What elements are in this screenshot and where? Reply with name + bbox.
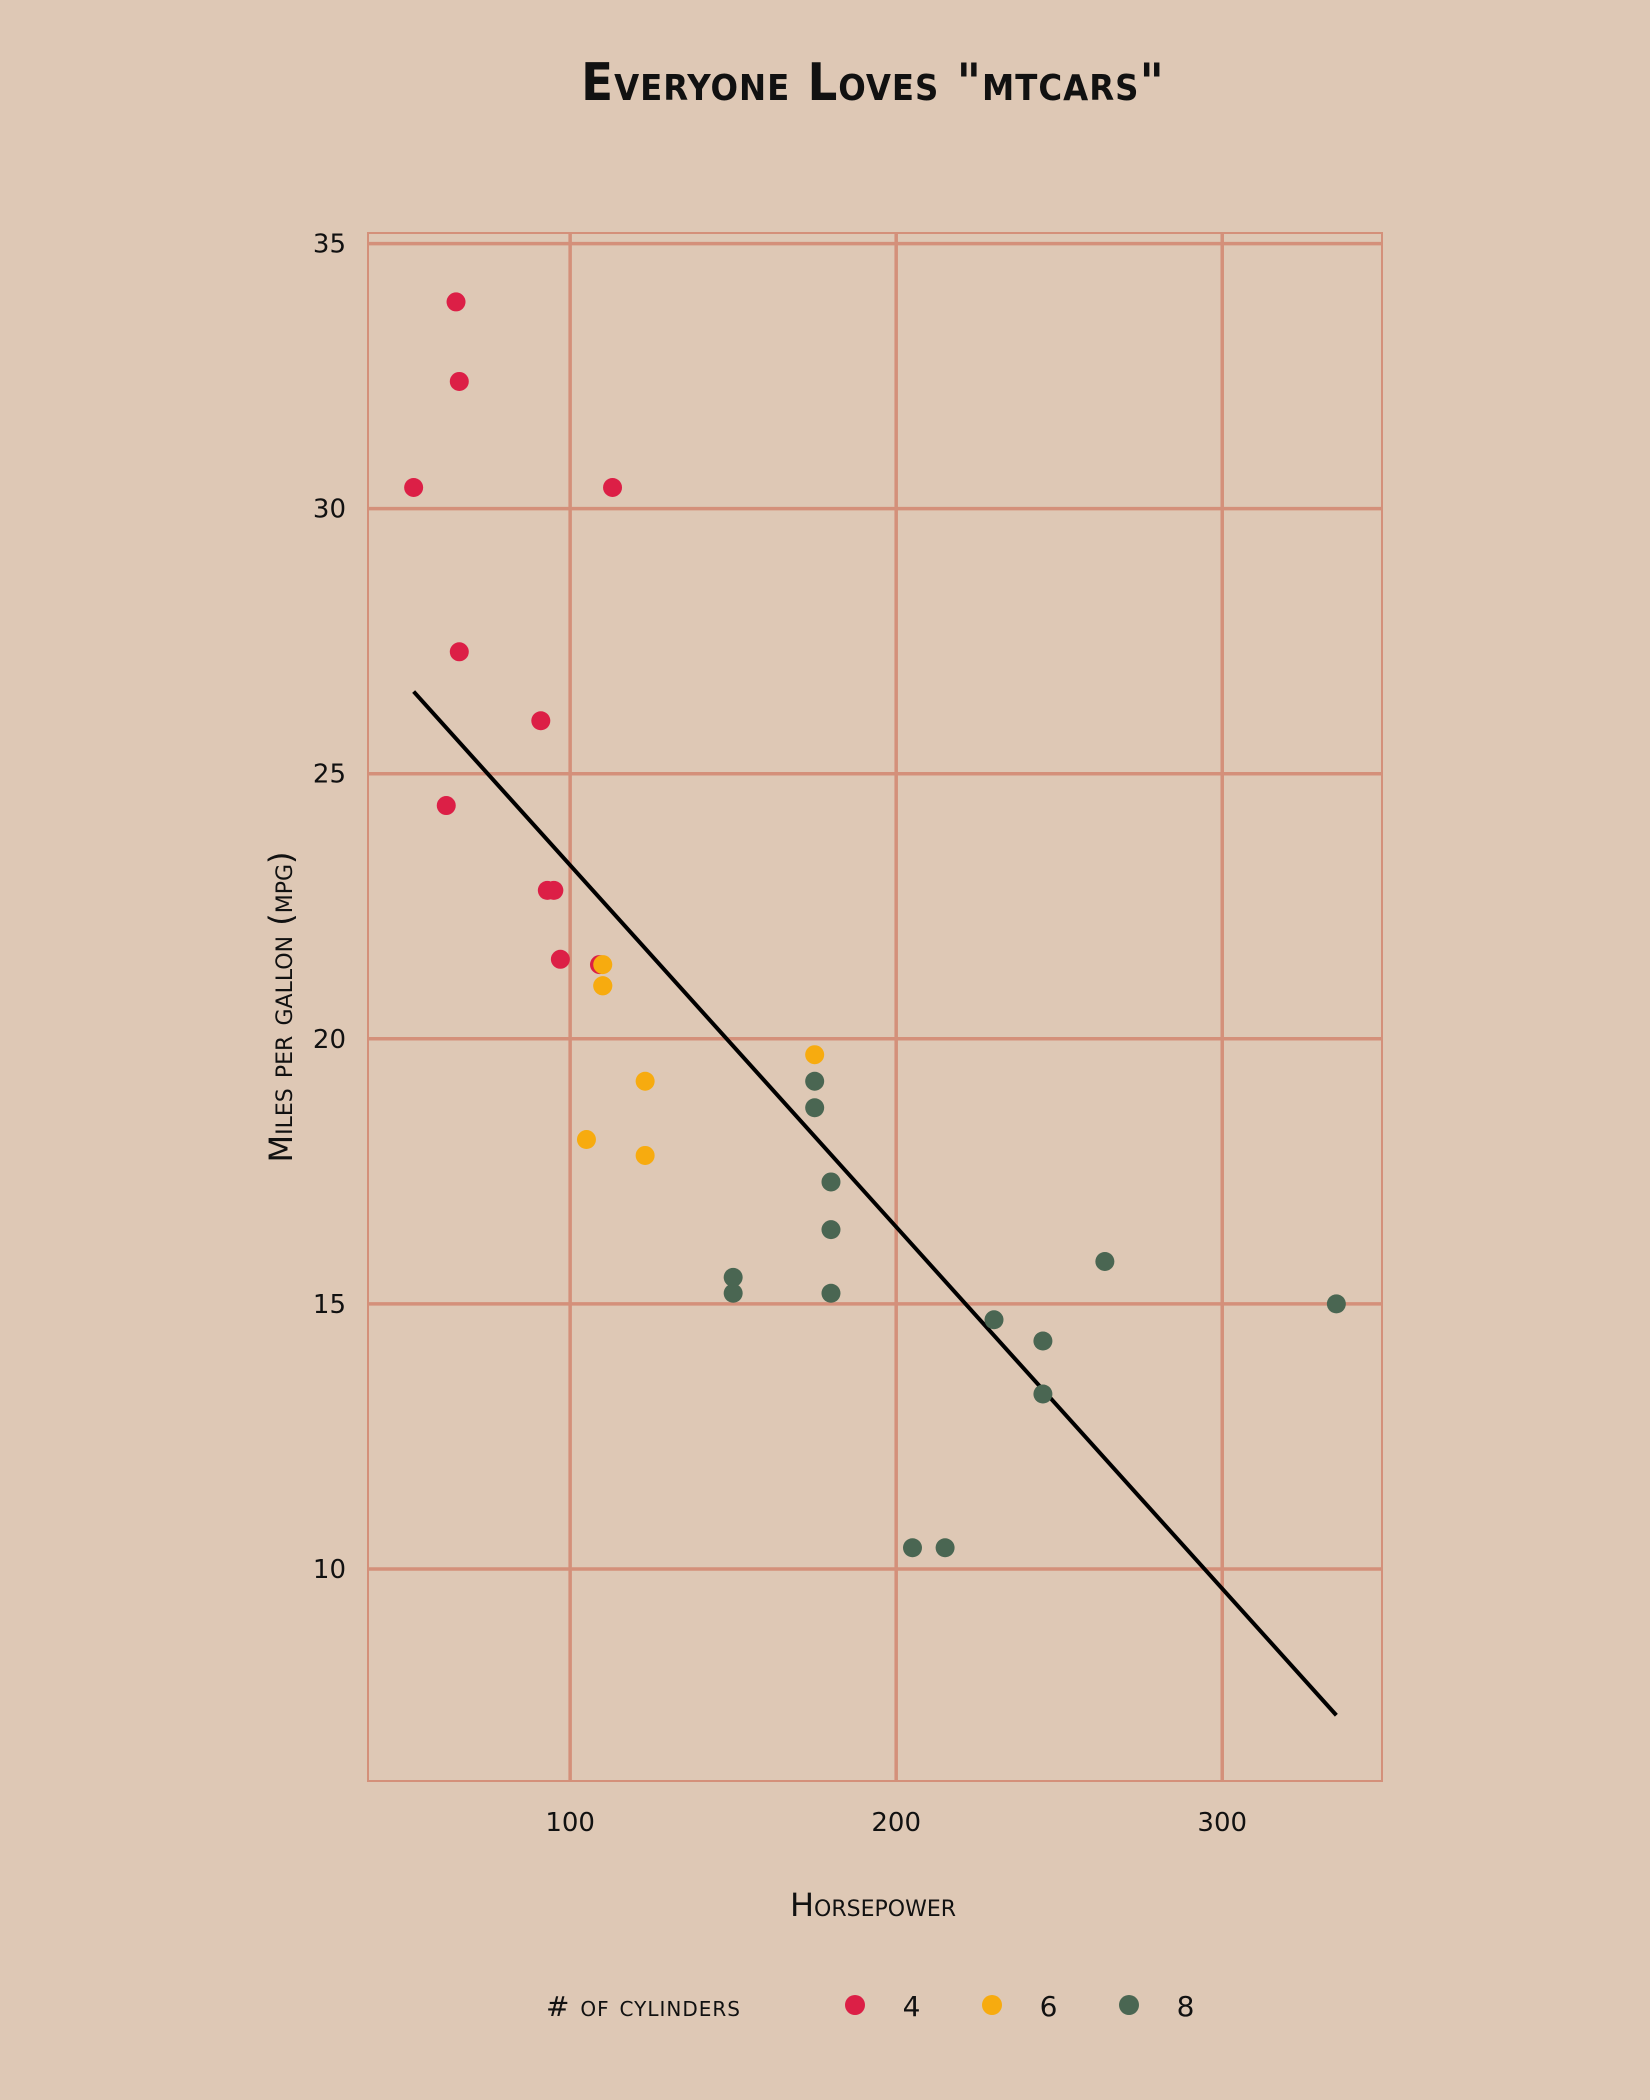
y-tick-label: 20 xyxy=(313,1025,346,1055)
y-tick-label: 30 xyxy=(313,495,346,525)
data-point-cyl-4 xyxy=(544,880,564,900)
data-point-cyl-4 xyxy=(550,949,570,969)
x-tick-label: 100 xyxy=(545,1808,595,1838)
data-point-cyl-6 xyxy=(593,976,613,996)
y-tick-label: 25 xyxy=(313,760,346,790)
data-point-cyl-8 xyxy=(1033,1331,1053,1351)
data-point-cyl-8 xyxy=(723,1267,743,1287)
data-point-cyl-4 xyxy=(449,642,469,662)
data-point-cyl-8 xyxy=(805,1071,825,1091)
data-point-cyl-4 xyxy=(404,477,424,497)
x-axis-label: Horsepower xyxy=(790,1886,956,1924)
data-point-cyl-6 xyxy=(805,1045,825,1065)
tick-labels: 100 200 300 10 15 20 25 30 35 xyxy=(313,230,1247,1838)
y-axis-label: Miles per gallon (mpg) xyxy=(262,851,300,1162)
data-point-cyl-6 xyxy=(635,1145,655,1165)
data-point-cyl-8 xyxy=(805,1098,825,1118)
data-point-cyl-8 xyxy=(1095,1251,1115,1271)
y-tick-label: 35 xyxy=(313,230,346,260)
legend-entries: 4 6 8 xyxy=(845,1990,1196,2023)
data-point-cyl-4 xyxy=(603,477,623,497)
data-point-cyl-6 xyxy=(635,1071,655,1091)
legend-label-4: 4 xyxy=(903,1990,922,2023)
data-point-cyl-8 xyxy=(821,1172,841,1192)
data-point-cyl-8 xyxy=(902,1538,922,1558)
data-point-cyl-6 xyxy=(576,1130,596,1150)
legend-title: # of cylinders xyxy=(546,1990,741,2023)
data-point-cyl-8 xyxy=(723,1283,743,1303)
x-tick-label: 300 xyxy=(1197,1808,1247,1838)
data-point-cyl-8 xyxy=(935,1538,955,1558)
x-tick-label: 200 xyxy=(871,1808,921,1838)
data-point-cyl-8 xyxy=(821,1220,841,1240)
legend-label-8: 8 xyxy=(1177,1990,1196,2023)
legend-swatch-4 xyxy=(845,1995,865,2015)
data-point-cyl-4 xyxy=(449,371,469,391)
legend-swatch-6 xyxy=(982,1995,1002,2015)
chart-title: Everyone Loves "mtcars" xyxy=(581,53,1165,113)
data-point-cyl-8 xyxy=(984,1310,1004,1330)
trend-line xyxy=(412,690,1338,1717)
points-layer xyxy=(404,292,1346,1558)
data-point-cyl-8 xyxy=(1326,1294,1346,1314)
data-point-cyl-8 xyxy=(1033,1384,1053,1404)
legend: # of cylinders 4 6 8 xyxy=(546,1990,1196,2023)
data-point-cyl-4 xyxy=(531,711,551,731)
data-point-cyl-8 xyxy=(821,1283,841,1303)
legend-swatch-8 xyxy=(1119,1995,1139,2015)
data-point-cyl-4 xyxy=(436,796,456,816)
data-point-cyl-4 xyxy=(446,292,466,312)
legend-label-6: 6 xyxy=(1040,1990,1059,2023)
plot-border xyxy=(367,232,1383,1782)
data-point-cyl-6 xyxy=(593,955,613,975)
y-tick-label: 15 xyxy=(313,1290,346,1320)
trend-layer xyxy=(412,690,1338,1717)
y-tick-label: 10 xyxy=(313,1555,346,1585)
grid-layer xyxy=(367,232,1383,1782)
